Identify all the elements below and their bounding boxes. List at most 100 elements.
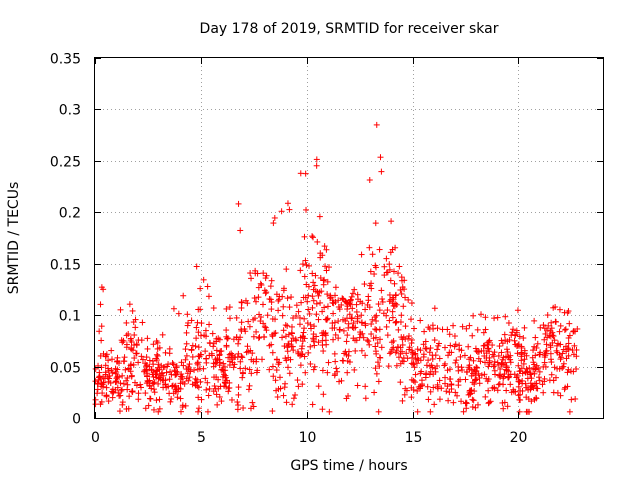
data-point xyxy=(102,371,109,378)
data-point xyxy=(373,370,380,377)
data-point xyxy=(301,315,308,322)
data-point xyxy=(474,326,481,333)
data-point xyxy=(417,317,424,324)
data-point xyxy=(378,168,385,175)
y-tick-label: 0.2 xyxy=(59,206,81,222)
data-point xyxy=(242,297,249,304)
data-point xyxy=(431,337,438,344)
data-point xyxy=(120,380,127,387)
data-point xyxy=(240,405,247,412)
data-point xyxy=(150,361,157,368)
data-point xyxy=(556,328,563,335)
data-point xyxy=(452,389,459,396)
data-point xyxy=(507,359,514,366)
data-point xyxy=(420,341,427,348)
data-point xyxy=(220,367,227,374)
data-point xyxy=(507,352,514,359)
data-point xyxy=(392,319,399,326)
data-point xyxy=(186,374,193,381)
data-point xyxy=(491,315,498,322)
data-point xyxy=(332,370,339,377)
data-point xyxy=(177,395,184,402)
data-point xyxy=(264,312,271,319)
data-point xyxy=(486,399,493,406)
data-point xyxy=(284,348,291,355)
data-point xyxy=(418,368,425,375)
data-point xyxy=(395,354,402,361)
data-point xyxy=(178,359,185,366)
data-point xyxy=(485,387,492,394)
data-point xyxy=(333,365,340,372)
data-point xyxy=(94,386,101,393)
data-point xyxy=(182,346,189,353)
data-point xyxy=(109,369,116,376)
data-point xyxy=(286,304,293,311)
data-point xyxy=(565,346,572,353)
data-point xyxy=(368,320,375,327)
data-point xyxy=(353,301,360,308)
data-point xyxy=(126,366,133,373)
data-point xyxy=(337,326,344,333)
data-point xyxy=(238,319,245,326)
data-point xyxy=(339,316,346,323)
data-point xyxy=(290,335,297,342)
data-point xyxy=(286,370,293,377)
data-point xyxy=(153,338,160,345)
data-point xyxy=(272,377,279,384)
data-point xyxy=(461,352,468,359)
data-point xyxy=(262,290,269,297)
data-point xyxy=(279,334,286,341)
data-point xyxy=(486,337,493,344)
data-point xyxy=(137,381,144,388)
data-point xyxy=(105,357,112,364)
data-point xyxy=(279,293,286,300)
data-point xyxy=(319,342,326,349)
data-point xyxy=(515,341,522,348)
data-point xyxy=(447,342,454,349)
data-point xyxy=(315,383,322,390)
data-point xyxy=(313,300,320,307)
data-point xyxy=(385,363,392,370)
data-point xyxy=(496,372,503,379)
data-point xyxy=(408,384,415,391)
data-point xyxy=(379,298,386,305)
data-point xyxy=(366,341,373,348)
data-point xyxy=(378,344,385,351)
data-point xyxy=(436,396,443,403)
data-point xyxy=(515,378,522,385)
data-point xyxy=(423,370,430,377)
x-tick-label: 15 xyxy=(405,430,423,446)
data-point xyxy=(354,318,361,325)
data-point xyxy=(195,329,202,336)
data-point xyxy=(375,301,382,308)
data-point xyxy=(557,392,564,399)
data-point xyxy=(290,347,297,354)
data-point xyxy=(373,318,380,325)
data-point xyxy=(332,331,339,338)
data-point xyxy=(153,357,160,364)
data-point xyxy=(210,343,217,350)
data-point xyxy=(521,324,528,331)
data-point xyxy=(340,327,347,334)
data-point xyxy=(278,208,285,215)
data-point xyxy=(458,398,465,405)
data-point xyxy=(504,346,511,353)
data-point xyxy=(180,292,187,299)
data-point xyxy=(146,395,153,402)
data-point xyxy=(463,405,470,412)
data-point xyxy=(114,374,121,381)
data-point xyxy=(290,395,297,402)
data-point xyxy=(462,399,469,406)
data-point xyxy=(300,329,307,336)
data-point xyxy=(566,408,573,415)
data-point xyxy=(559,350,566,357)
data-point xyxy=(97,352,104,359)
data-point xyxy=(536,377,543,384)
data-point xyxy=(344,315,351,322)
data-point xyxy=(417,347,424,354)
data-point xyxy=(270,373,277,380)
data-point xyxy=(112,365,119,372)
data-point xyxy=(377,336,384,343)
data-point xyxy=(347,296,354,303)
data-point xyxy=(555,340,562,347)
